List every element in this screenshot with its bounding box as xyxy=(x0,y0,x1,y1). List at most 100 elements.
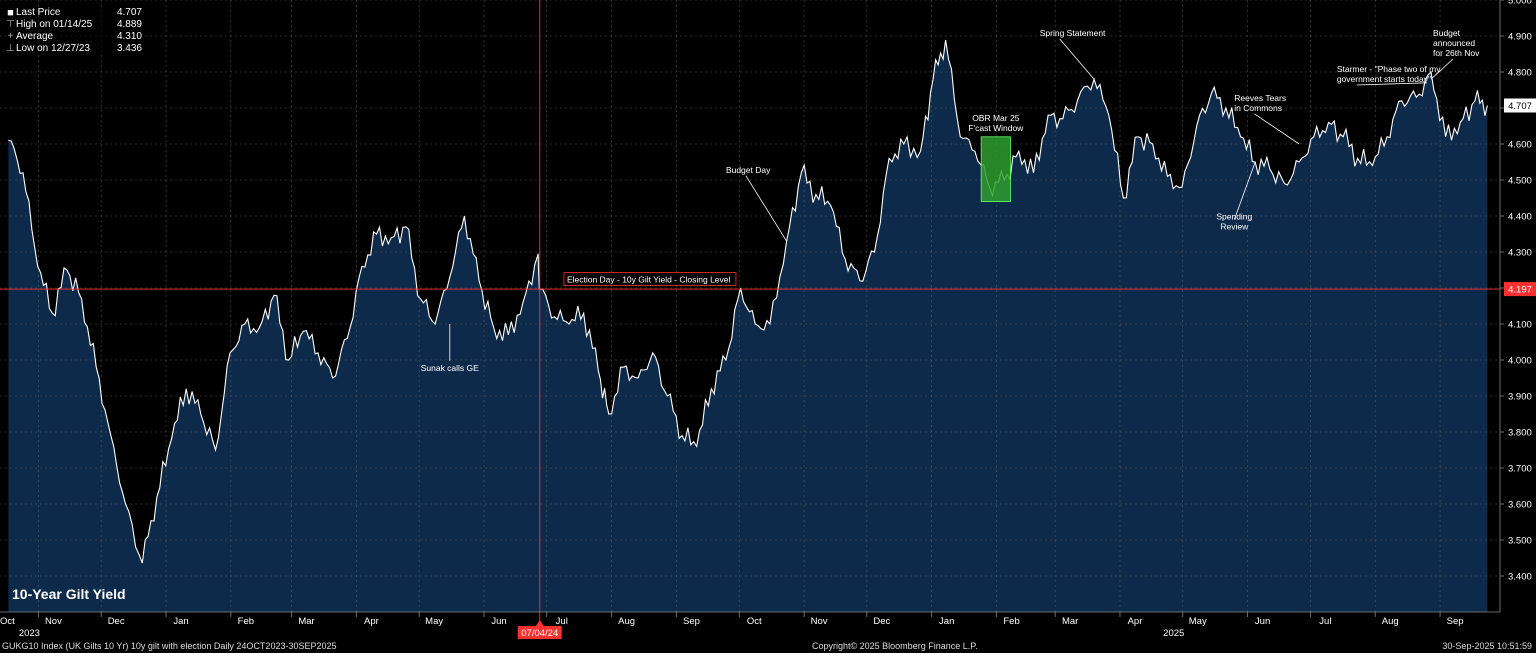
x-tick-label: May xyxy=(1189,616,1207,627)
y-tick-label: 4.800 xyxy=(1508,68,1532,79)
x-tick-label: Jun xyxy=(1255,616,1270,627)
legend-high-icon: ⊤ xyxy=(6,19,15,30)
annotation-text: government starts today" xyxy=(1337,74,1431,84)
x-tick-label: Jan xyxy=(173,616,188,627)
x-tick-label: Mar xyxy=(298,616,314,627)
obr-window-label: F'cast Window xyxy=(968,123,1024,133)
x-tick-label: Jul xyxy=(1319,616,1331,627)
x-tick-label: Jul xyxy=(556,616,568,627)
x-tick-label: May xyxy=(425,616,443,627)
last-price-tag-label: 4.707 xyxy=(1508,101,1532,112)
legend-average: + Average 4.310 xyxy=(6,31,142,43)
legend-last-value: 4.707 xyxy=(116,7,142,18)
x-tick-label: Aug xyxy=(618,616,635,627)
annotation-arrow xyxy=(1356,82,1427,86)
footer-copyright: Copyright© 2025 Bloomberg Finance L.P. xyxy=(812,641,978,651)
last-price-tag xyxy=(1504,98,1536,113)
annotation-text: Reeves Tears xyxy=(1234,93,1286,103)
area-layer xyxy=(0,0,1500,612)
y-tick-label: 4.000 xyxy=(1508,356,1532,367)
annotation-arrow xyxy=(1233,161,1256,220)
x-tick-label: Apr xyxy=(364,616,379,627)
x-tick-label: Oct xyxy=(0,616,15,627)
annotation-text: announced xyxy=(1433,38,1475,48)
y-tick-label: 3.700 xyxy=(1508,464,1532,475)
annotation-text: for 26th Nov xyxy=(1433,48,1480,58)
x-tick-label: Sep xyxy=(683,616,700,627)
annotation-text: in Commons xyxy=(1234,103,1282,113)
annotation-arrow xyxy=(1430,58,1454,80)
x-tick-label: Feb xyxy=(1003,616,1019,627)
annotation-text: Sunak calls GE xyxy=(421,363,479,373)
y-tick-label: 4.600 xyxy=(1508,140,1532,151)
legend-average-label: Average xyxy=(16,31,54,42)
y-tick-label: 3.800 xyxy=(1508,428,1532,439)
election-level-tag-label: 4.197 xyxy=(1508,285,1532,296)
x-tick-label: Sep xyxy=(1447,616,1464,627)
election-label-box xyxy=(563,272,737,287)
x-tick-label: Nov xyxy=(45,616,62,627)
legend-last-label: Last Price xyxy=(16,7,61,18)
annotation-arrow xyxy=(745,175,787,242)
legend-low-label: Low on 12/27/23 xyxy=(16,43,90,54)
election-date-label: 07/04/24 xyxy=(521,628,558,639)
x-tick-label: Oct xyxy=(747,616,762,627)
legend-low-value: 3.436 xyxy=(116,43,142,54)
annotation-text: Spending xyxy=(1216,212,1252,222)
annotation-text: Budget xyxy=(1433,28,1461,38)
grid-lines xyxy=(0,0,1500,612)
election-level-tag xyxy=(1504,282,1536,297)
annotation-text: Review xyxy=(1220,222,1249,232)
x-tick-label: Jan xyxy=(939,616,954,627)
yield-area xyxy=(8,40,1488,612)
y-tick-label: 4.500 xyxy=(1508,176,1532,187)
x-tick-label: Jun xyxy=(491,616,506,627)
x-year-label: 2025 xyxy=(1163,628,1184,639)
legend-high-value: 4.889 xyxy=(116,19,142,30)
obr-window-box xyxy=(980,136,1011,203)
legend-high-label: High on 01/14/25 xyxy=(16,19,93,30)
legend-last-icon: ■ xyxy=(7,7,14,19)
legend-high: ⊤ High on 01/14/25 4.889 xyxy=(6,19,142,31)
y-tick-label: 5.000 xyxy=(1508,0,1532,7)
x-year-label: 2023 xyxy=(19,628,40,639)
footer-timestamp: 30-Sep-2025 10:51:59 xyxy=(1442,641,1532,651)
legend-low: ⊥ Low on 12/27/23 3.436 xyxy=(6,43,142,55)
y-tick-label: 3.900 xyxy=(1508,392,1532,403)
y-tick-label: 4.400 xyxy=(1508,212,1532,223)
x-tick-label: Dec xyxy=(108,616,125,627)
legend-average-value: 4.310 xyxy=(116,31,142,42)
yield-line xyxy=(8,39,1488,564)
x-tick-label: Dec xyxy=(873,616,890,627)
chart-title: 10-Year Gilt Yield xyxy=(12,586,126,602)
legend: ■ Last Price 4.707 ⊤ High on 01/14/25 4.… xyxy=(6,7,142,55)
annotation-text: Starmer - "Phase two of my xyxy=(1337,64,1441,74)
x-tick-label: Nov xyxy=(811,616,828,627)
legend-low-icon: ⊥ xyxy=(6,43,15,54)
y-axis: 3.400 3.500 3.600 3.700 3.800 3.900 4.000 4.100… xyxy=(1499,0,1536,612)
annotation-arrow xyxy=(1254,113,1300,145)
x-axis: Oct Nov Dec Jan Feb Mar Apr May Jun Jul Aug Sep Oct N… xyxy=(0,611,1500,639)
x-tick-label: Aug xyxy=(1382,616,1399,627)
election-date-tag xyxy=(517,626,562,639)
annotation-arrow xyxy=(1059,38,1095,80)
annotation-text: Spring Statement xyxy=(1040,28,1106,38)
y-tick-label: 3.500 xyxy=(1508,536,1532,547)
obr-window-label: OBR Mar 25 xyxy=(972,113,1020,123)
y-tick-label: 3.600 xyxy=(1508,500,1532,511)
footer-security: GUKG10 Index (UK Gilts 10 Yr) 10y gilt w… xyxy=(2,641,337,651)
election-date-pointer xyxy=(535,620,544,626)
annotation-layer: Sunak calls GE Budget Day Spring Statement… xyxy=(421,28,1480,373)
y-tick-label: 4.100 xyxy=(1508,320,1532,331)
y-tick-label: 3.400 xyxy=(1508,572,1532,583)
x-tick-label: Apr xyxy=(1128,616,1143,627)
annotation-text: Budget Day xyxy=(726,165,771,175)
y-tick-label: 4.300 xyxy=(1508,248,1532,259)
marker-layer: Election Day - 10y Gilt Yield - Closing … xyxy=(0,0,1500,639)
legend-average-icon: + xyxy=(7,31,14,42)
election-label: Election Day - 10y Gilt Yield - Closing … xyxy=(567,275,731,285)
x-tick-label: Mar xyxy=(1062,616,1078,627)
y-tick-label: 4.900 xyxy=(1508,32,1532,43)
x-tick-label: Feb xyxy=(238,616,254,627)
